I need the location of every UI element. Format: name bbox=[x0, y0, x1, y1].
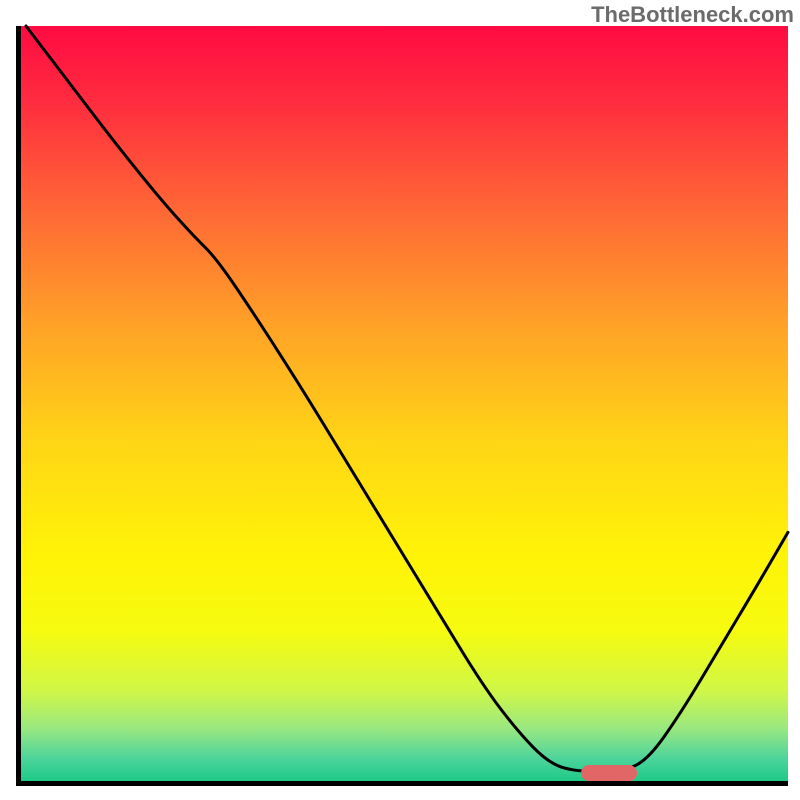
watermark-text: TheBottleneck.com bbox=[591, 2, 794, 28]
chart-container: { "watermark": { "text": "TheBottleneck.… bbox=[0, 0, 800, 800]
curve-layer bbox=[21, 26, 788, 781]
plot-area bbox=[16, 26, 788, 786]
bottleneck-curve bbox=[26, 26, 788, 772]
optimal-marker bbox=[581, 765, 637, 781]
